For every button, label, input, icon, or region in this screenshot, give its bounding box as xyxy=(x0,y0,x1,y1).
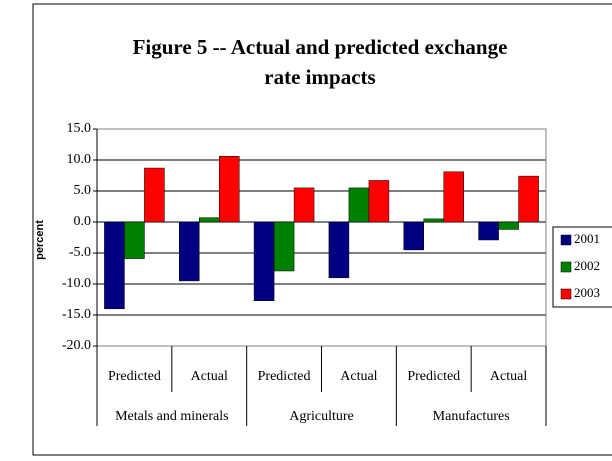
legend-swatch xyxy=(560,261,572,273)
x-tick-label: Predicted xyxy=(108,369,161,384)
legend-label: 2003 xyxy=(574,285,600,300)
bar xyxy=(518,175,539,223)
y-tick-label: -15.0 xyxy=(62,307,91,322)
y-axis-label: percent xyxy=(34,220,46,260)
bar xyxy=(104,221,125,310)
y-tick-label: 15.0 xyxy=(67,121,92,136)
bar xyxy=(498,221,519,230)
x-tick-label: Actual xyxy=(340,369,377,384)
legend-swatch xyxy=(560,288,572,300)
bar xyxy=(478,221,499,241)
bar xyxy=(443,171,464,223)
y-tick-label: 0.0 xyxy=(74,214,92,229)
y-tick-label: -10.0 xyxy=(62,276,91,291)
bar xyxy=(293,187,315,223)
bar xyxy=(144,167,165,223)
legend-label: 2002 xyxy=(574,258,600,273)
bar xyxy=(219,156,240,223)
y-tick-label: -20.0 xyxy=(62,338,91,353)
y-tick-label: 10.0 xyxy=(67,152,92,167)
bar xyxy=(368,180,390,223)
bar xyxy=(253,221,275,301)
x-group-label: Agriculture xyxy=(289,409,354,424)
bar xyxy=(403,221,424,251)
chart-title: Figure 5 -- Actual and predicted exchang… xyxy=(132,35,508,89)
x-tick-label: Predicted xyxy=(258,369,311,384)
x-tick-label: Actual xyxy=(191,369,228,384)
bar xyxy=(273,221,295,272)
x-tick-label: Predicted xyxy=(407,369,460,384)
bar xyxy=(179,221,200,282)
bar xyxy=(199,217,220,223)
bar xyxy=(423,218,444,223)
x-tick-label: Actual xyxy=(490,369,527,384)
bar xyxy=(124,221,145,259)
legend-swatch xyxy=(560,234,572,246)
x-group-label: Manufactures xyxy=(433,409,510,424)
x-group-label: Metals and minerals xyxy=(115,409,229,424)
legend-label: 2001 xyxy=(574,231,600,246)
y-tick-label: 5.0 xyxy=(74,183,92,198)
bar xyxy=(328,221,350,279)
y-tick-label: -5.0 xyxy=(69,245,91,260)
bar xyxy=(348,187,370,223)
